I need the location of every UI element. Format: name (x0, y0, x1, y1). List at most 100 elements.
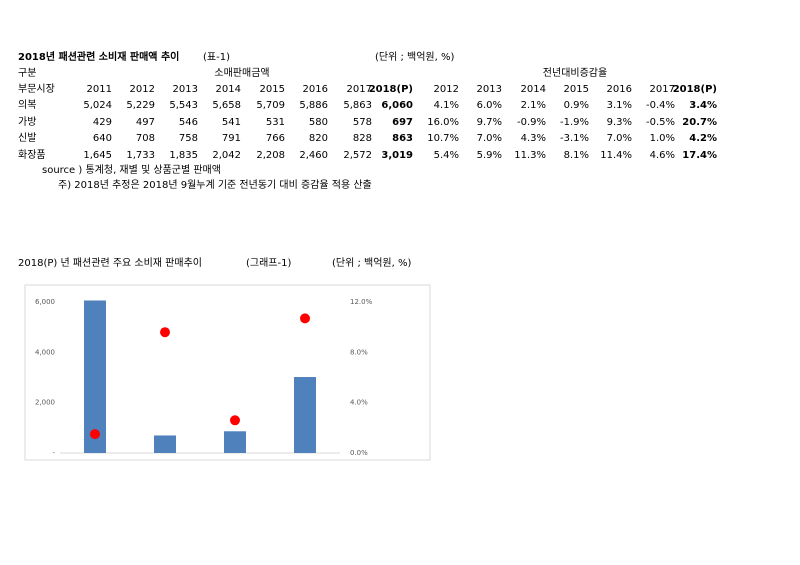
table-cell: 9.7% (476, 116, 502, 128)
table-cell: 4.6% (649, 149, 675, 161)
row-label: 화장품 (18, 149, 46, 161)
footnote: 주) 2018년 추정은 2018년 9월누계 기준 전년동기 대비 증감율 적… (58, 180, 372, 191)
chart-title: 2018(P) 년 패션관련 주요 소비재 판매추이 (18, 258, 202, 269)
table-cell: 708 (135, 133, 155, 144)
table-cell: 497 (135, 116, 155, 128)
table-cell: -0.9% (516, 116, 546, 128)
table-cell: 1,835 (169, 149, 198, 161)
table-cell: 5.9% (476, 149, 502, 161)
y2-tick-label: 0.0% (350, 449, 368, 457)
row-label: 신발 (18, 133, 37, 144)
table-cell: 5,229 (126, 100, 155, 111)
row-label: 의복 (18, 100, 37, 111)
table-cell: 5,709 (256, 100, 285, 111)
bar (154, 435, 176, 453)
table-cell: 1,645 (83, 149, 112, 161)
column-header: 2012 (433, 84, 459, 95)
table-cell: 4.3% (520, 133, 546, 144)
point (230, 415, 240, 426)
bar (294, 377, 316, 453)
table-cell: 16.0% (427, 116, 459, 128)
table-cell: 580 (308, 116, 328, 128)
table-cell: -0.4% (645, 100, 675, 111)
bar (224, 431, 246, 453)
table-cell: 6,060 (381, 100, 413, 111)
table-cell: 766 (265, 133, 285, 144)
column-header: 2012 (129, 84, 155, 95)
table-cell: 2.1% (520, 100, 546, 111)
table-cell: 9.3% (606, 116, 632, 128)
column-header: 2015 (563, 84, 589, 95)
group-header: 전년대비증감율 (542, 68, 608, 79)
bar (84, 300, 106, 453)
column-header: 2018(P) (672, 84, 717, 95)
table-cell: 11.3% (514, 149, 546, 161)
table-tag: (표-1) (203, 52, 230, 63)
table-cell: 3.1% (606, 100, 632, 111)
table-cell: 828 (352, 133, 372, 144)
group-header: 소매판매금액 (214, 68, 270, 79)
column-header: 2013 (476, 84, 502, 95)
column-header: 부문시장 (18, 84, 55, 95)
table-cell: 5,658 (212, 100, 241, 111)
table-cell: 1.0% (649, 133, 675, 144)
table-cell: 7.0% (606, 133, 632, 144)
y2-tick-label: 8.0% (350, 348, 368, 356)
table-cell: 3,019 (381, 149, 413, 161)
table-cell: 0.9% (563, 100, 589, 111)
column-header: 2018(P) (368, 84, 413, 95)
column-header: 2013 (172, 84, 198, 95)
table-cell: 4.1% (433, 100, 459, 111)
table-cell: 3.4% (689, 100, 717, 111)
y-tick-label: - (52, 449, 55, 457)
table-cell: 1,733 (126, 149, 155, 161)
table-cell: 791 (221, 133, 241, 144)
table-cell: 863 (392, 133, 413, 144)
source-note: source ) 통계청, 재별 및 상품군별 판매액 (42, 165, 221, 176)
table-cell: 5,863 (343, 100, 372, 111)
column-header: 2015 (259, 84, 285, 95)
table-cell: 5.4% (433, 149, 459, 161)
table-cell: 578 (352, 116, 372, 128)
table-cell: -1.9% (559, 116, 589, 128)
column-header: 2011 (86, 84, 112, 95)
chart-unit: (단위 ; 백억원, %) (332, 258, 412, 269)
table-title: 2018년 패션관련 소비재 판매액 추이 (18, 52, 180, 63)
table-cell: 5,543 (169, 100, 198, 111)
table-cell: 17.4% (682, 149, 717, 161)
table-cell: 429 (92, 116, 112, 128)
column-header: 2016 (302, 84, 328, 95)
table-cell: 2,572 (343, 149, 372, 161)
y2-tick-label: 12.0% (350, 298, 373, 306)
table-cell: 640 (92, 133, 112, 144)
column-header: 2014 (520, 84, 546, 95)
table-cell: 20.7% (682, 116, 717, 128)
column-header: 2016 (606, 84, 632, 95)
table-cell: 546 (178, 116, 198, 128)
table-cell: 8.1% (563, 149, 589, 161)
table-cell: 2,460 (299, 149, 328, 161)
table-cell: 2,208 (256, 149, 285, 161)
column-header: 2014 (215, 84, 241, 95)
table-cell: 697 (392, 116, 413, 128)
y-tick-label: 4,000 (35, 348, 55, 356)
table-cell: 2,042 (212, 149, 241, 161)
table-unit: (단위 ; 백억원, %) (375, 52, 455, 63)
point (160, 327, 170, 338)
table-cell: 7.0% (476, 133, 502, 144)
group-header: 구분 (18, 68, 37, 79)
table-cell: 6.0% (476, 100, 502, 111)
chart-frame (24, 284, 431, 461)
table-cell: -0.5% (645, 116, 675, 128)
table-cell: -3.1% (559, 133, 589, 144)
table-cell: 5,024 (83, 100, 112, 111)
column-header: 2017 (346, 84, 372, 95)
table-cell: 531 (265, 116, 285, 128)
table-cell: 758 (178, 133, 198, 144)
table-cell: 4.2% (689, 133, 717, 144)
row-label: 가방 (18, 116, 37, 128)
y2-tick-label: 4.0% (350, 399, 368, 407)
table-cell: 541 (221, 116, 241, 128)
